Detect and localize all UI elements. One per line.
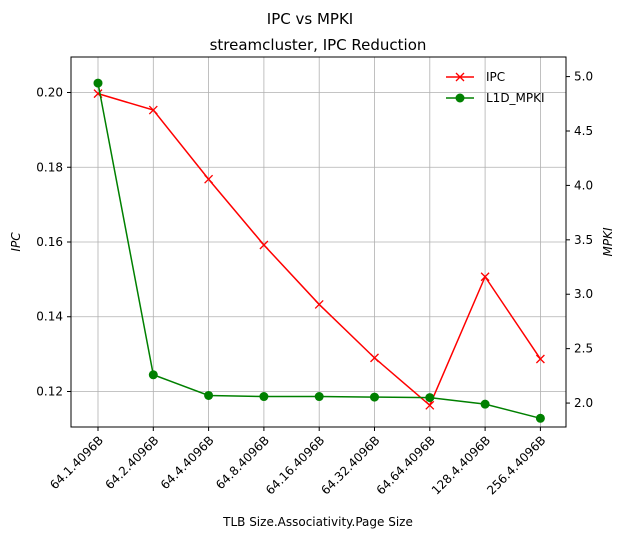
data-point — [259, 240, 269, 250]
y-left-tick-label: 0.18 — [36, 160, 63, 174]
x-tick-label: 64.4.4096B — [158, 433, 217, 492]
x-marker-stroke — [370, 353, 379, 363]
y-axis-left: 0.12 0.14 0.16 0.18 0.20 — [36, 86, 71, 398]
data-point — [204, 174, 214, 184]
y-right-tick-label: 4.0 — [574, 178, 593, 192]
data-point — [93, 78, 103, 88]
legend-label: L1D_MPKI — [486, 91, 545, 105]
data-point — [480, 272, 490, 282]
y-right-tick-label: 3.0 — [574, 287, 593, 301]
y-right-tick-label: 5.0 — [574, 70, 593, 84]
legend: IPC L1D_MPKI — [446, 70, 545, 105]
data-point — [535, 354, 545, 364]
series-ipc — [93, 89, 545, 410]
y-axis-right-label: MPKI — [601, 227, 615, 256]
x-tick-label: 64.1.4096B — [47, 433, 106, 492]
y-left-tick-label: 0.14 — [36, 310, 63, 324]
data-point — [370, 392, 379, 402]
data-point — [535, 413, 545, 423]
data-point — [314, 392, 324, 402]
series-l1d-mpki — [93, 78, 545, 423]
data-point — [148, 105, 158, 115]
data-point — [204, 390, 214, 400]
x-axis-label: TLB Size.Associativity.Page Size — [222, 515, 413, 529]
x-marker-stroke — [259, 240, 269, 250]
y-left-tick-label: 0.20 — [36, 86, 63, 100]
data-point — [425, 400, 435, 410]
x-tick-label: 256.4.4096B — [484, 433, 548, 497]
data-point — [480, 399, 490, 409]
chart-title: streamcluster, IPC Reduction — [210, 36, 427, 54]
chart-suptitle: IPC vs MPKI — [267, 10, 353, 28]
y-left-tick-label: 0.16 — [36, 235, 63, 249]
y-left-tick-label: 0.12 — [36, 384, 63, 398]
x-tick-label: 64.8.4096B — [213, 433, 272, 492]
x-marker-stroke — [314, 299, 324, 309]
y-right-tick-label: 2.0 — [574, 396, 593, 410]
x-marker-stroke — [535, 354, 545, 364]
legend-label: IPC — [486, 70, 505, 84]
data-point — [314, 299, 324, 309]
legend-item: L1D_MPKI — [446, 91, 545, 105]
x-marker-stroke — [93, 89, 103, 99]
data-point — [425, 393, 435, 403]
x-marker-stroke — [480, 272, 490, 282]
y-right-tick-label: 3.5 — [574, 233, 593, 247]
legend-item: IPC — [446, 70, 505, 84]
y-right-tick-label: 4.5 — [574, 124, 593, 138]
data-point — [259, 392, 269, 402]
grid — [71, 57, 566, 427]
data-point — [148, 370, 158, 380]
data-point — [370, 353, 379, 363]
x-tick-label: 64.2.4096B — [103, 433, 162, 492]
y-right-tick-label: 2.5 — [574, 342, 593, 356]
legend-marker — [455, 93, 465, 103]
x-marker-stroke — [204, 174, 214, 184]
y-axis-left-label: IPC — [9, 232, 23, 252]
series-layer — [93, 78, 545, 423]
x-axis: 64.1.4096B64.2.4096B64.4.4096B64.8.4096B… — [47, 427, 549, 498]
y-axis-right: 2.0 2.5 3.0 3.5 4.0 4.5 5.0 — [566, 70, 593, 410]
x-marker-stroke — [425, 400, 435, 410]
legend-marker — [455, 72, 465, 82]
x-marker-stroke — [148, 105, 158, 115]
